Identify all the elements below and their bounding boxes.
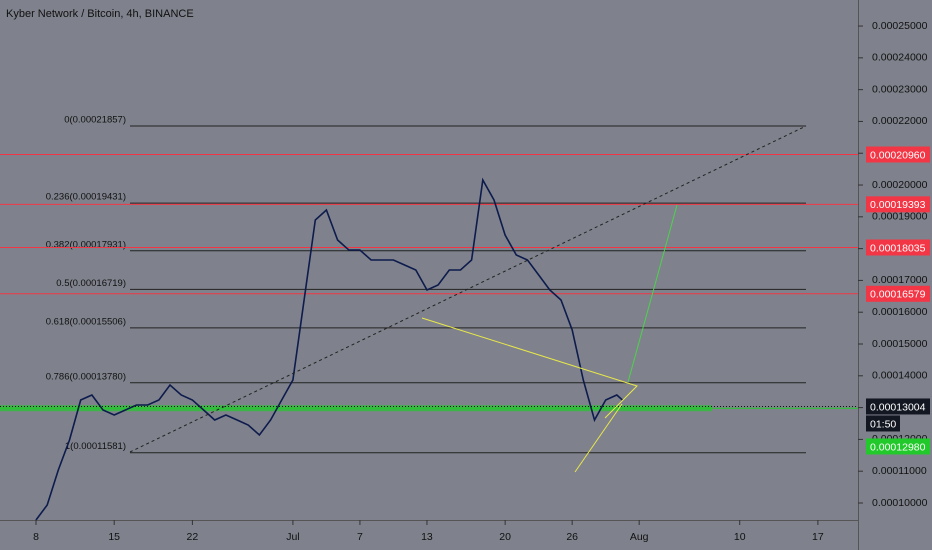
y-tick-label: 0.00015000 [872, 338, 928, 350]
fib-label: 0.618(0.00015506) [46, 316, 126, 327]
fib-label: 1(0.00011581) [65, 441, 126, 452]
x-tick-label: Jul [286, 531, 299, 543]
y-tick-label: 0.00022000 [872, 115, 928, 127]
countdown-bg [866, 415, 900, 432]
fib-label: 0(0.00021857) [64, 114, 126, 125]
price-tag: 0.00018035 [870, 242, 926, 254]
triangle-upper [421, 317, 638, 419]
x-tick-label: 20 [499, 531, 511, 543]
price-tag-bg [866, 239, 930, 256]
price-tag-bg [866, 196, 930, 213]
x-tick-label: 26 [566, 531, 578, 543]
x-tick-label: 22 [187, 531, 199, 543]
y-tick-label: 0.00010000 [872, 497, 928, 509]
target-arrow [627, 204, 678, 383]
price-tag: 0.00019393 [870, 199, 926, 211]
price-line-series [35, 177, 623, 521]
last-price-tag: 0.00013004 [870, 401, 926, 413]
triangle-lower [574, 403, 623, 473]
x-tick-label: 10 [734, 531, 746, 543]
price-tag-bg [866, 146, 930, 163]
y-tick-label: 0.00017000 [872, 274, 928, 286]
plot-area: 0(0.00021857) 0.236(0.00019431) 0.382(0.00… [0, 114, 858, 521]
x-tick-label: 13 [421, 531, 433, 543]
countdown: 01:50 [870, 418, 896, 430]
y-tick-label: 0.00016000 [872, 306, 928, 318]
chart-title: Kyber Network / Bitcoin, 4h, BINANCE [6, 8, 194, 20]
y-tick-label: 0.00014000 [872, 370, 928, 382]
y-tick-label: 0.00019000 [872, 211, 928, 223]
y-tick-label: 0.00020000 [872, 179, 928, 191]
x-tick-label: Aug [630, 531, 649, 543]
support-tag-bg [866, 438, 930, 455]
x-tick-label: 7 [357, 531, 363, 543]
x-tick-label: 15 [108, 531, 120, 543]
trend-line [129, 125, 807, 453]
x-tick-label: 17 [812, 531, 824, 543]
fib-label: 0.382(0.00017931) [46, 239, 126, 250]
y-tick-label: 0.00023000 [872, 83, 928, 95]
price-axis: 0.000100000.000110000.000120000.00013000… [858, 20, 930, 509]
y-tick-label: 0.00024000 [872, 52, 928, 64]
fib-label: 0.236(0.00019431) [46, 192, 126, 203]
last-price-tag-bg [866, 398, 930, 415]
price-tag: 0.00016579 [870, 289, 926, 301]
y-tick-label: 0.00011000 [872, 465, 927, 477]
support-tag: 0.00012980 [870, 441, 926, 453]
y-tick-label: 0.00025000 [872, 20, 928, 32]
fib-label: 0.5(0.00016719) [56, 278, 126, 289]
fib-label: 0.786(0.00013780) [46, 371, 126, 382]
x-tick-label: 8 [33, 531, 39, 543]
price-tag: 0.00020960 [870, 149, 926, 161]
price-tag-bg [866, 285, 930, 302]
